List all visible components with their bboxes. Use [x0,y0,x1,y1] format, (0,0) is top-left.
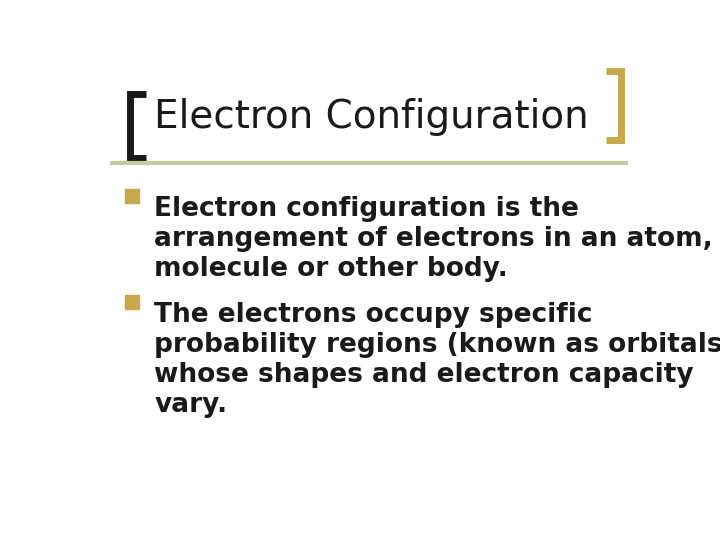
Text: whose shapes and electron capacity: whose shapes and electron capacity [154,362,694,388]
Text: Electron configuration is the: Electron configuration is the [154,196,579,222]
Text: vary.: vary. [154,392,228,417]
Text: The electrons occupy specific: The electrons occupy specific [154,302,593,328]
Text: Electron Configuration: Electron Configuration [154,98,589,136]
Text: arrangement of electrons in an atom,: arrangement of electrons in an atom, [154,226,713,252]
Text: probability regions (known as orbitals),: probability regions (known as orbitals), [154,332,720,357]
Text: molecule or other body.: molecule or other body. [154,255,508,282]
